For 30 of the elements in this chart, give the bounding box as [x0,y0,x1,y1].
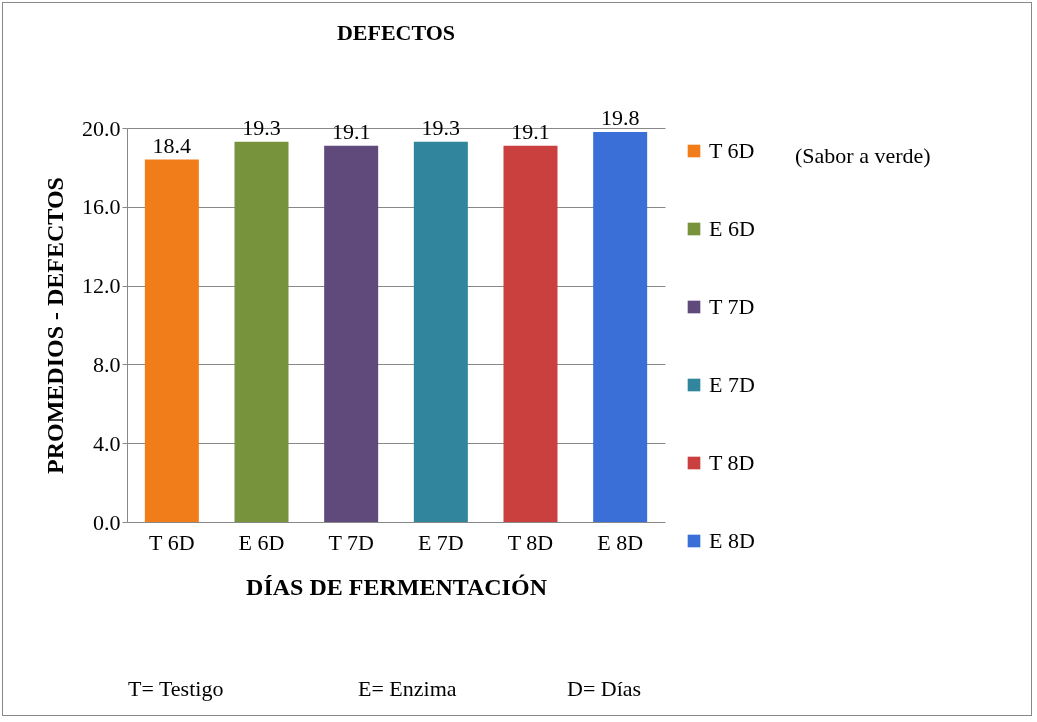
legend-label: T 6D [709,138,755,163]
x-tick-label: E 6D [238,529,285,555]
data-label: 18.4 [152,132,192,158]
data-label: 19.3 [421,114,461,140]
legend-label: T 8D [709,450,755,475]
x-tick-label: T 6D [149,529,195,555]
x-axis-title: DÍAS DE FERMENTACIÓN [246,573,548,600]
text: D= Días [567,676,642,702]
y-tick-label: 16.0 [82,194,121,220]
data-label: 19.1 [511,118,550,144]
legend-label: E 6D [709,216,755,241]
y-tick-label: 8.0 [93,351,121,377]
x-tick-label: E 8D [597,529,644,555]
text: T= Testigo [128,676,224,702]
y-tick-label: 12.0 [82,273,121,299]
legend-label: T 7D [709,294,755,319]
data-label: 19.1 [331,118,371,144]
y-tick-label: 4.0 [93,430,121,456]
data-label: 19.3 [242,114,281,140]
chart-title: DEFECTOS [336,19,456,45]
legend-label: E 7D [709,372,755,397]
text: (Sabor a verde) [795,143,931,169]
x-tick-label: T 8D [507,529,554,555]
y-tick-label: 0.0 [93,509,121,535]
x-tick-label: E 7D [417,529,464,555]
y-tick-label: 20.0 [82,115,121,141]
y-axis-title: PROMEDIOS - DEFECTOS [42,177,68,474]
data-label: 19.8 [600,104,640,130]
text: E= Enzima [358,676,457,702]
x-tick-label: T 7D [328,529,374,555]
